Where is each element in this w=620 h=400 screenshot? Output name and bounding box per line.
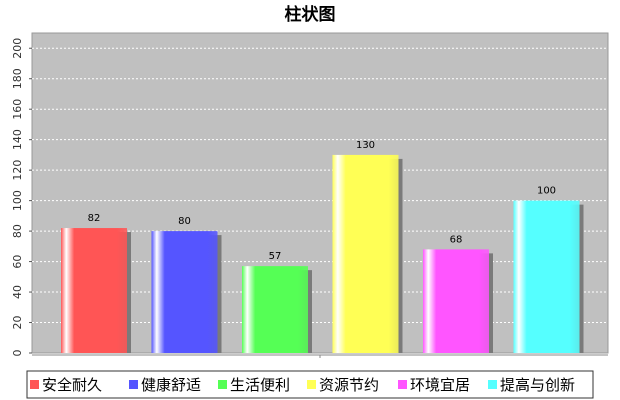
y-tick-label: 200 bbox=[11, 38, 24, 59]
legend-item: 环境宜居 bbox=[410, 376, 470, 394]
bars bbox=[61, 154, 584, 353]
data-label: 57 bbox=[269, 251, 282, 262]
legend-swatch bbox=[218, 380, 227, 389]
data-labels: 82 80 57 130 68 100 bbox=[88, 140, 556, 262]
y-tick-label: 160 bbox=[11, 99, 24, 120]
y-tick-label: 20 bbox=[11, 316, 24, 330]
y-tick-label: 40 bbox=[11, 285, 24, 299]
legend-swatch bbox=[488, 380, 497, 389]
data-label: 68 bbox=[450, 234, 463, 245]
y-tick-label: 0 bbox=[11, 350, 24, 357]
legend-swatch bbox=[129, 380, 138, 389]
bar-资源节约 bbox=[332, 154, 399, 353]
data-label: 82 bbox=[88, 213, 101, 224]
y-tick-label: 140 bbox=[11, 129, 24, 150]
chart-title: 柱状图 bbox=[285, 4, 336, 25]
bar-健康舒适 bbox=[151, 231, 218, 353]
y-tick-label: 80 bbox=[11, 224, 24, 238]
bar-安全耐久 bbox=[61, 228, 127, 353]
legend-swatch bbox=[398, 380, 407, 389]
bar-环境宜居 bbox=[423, 249, 489, 353]
bar-提高与创新 bbox=[513, 200, 580, 353]
legend-swatch bbox=[30, 380, 39, 389]
legend-swatch bbox=[307, 380, 316, 389]
data-label: 80 bbox=[178, 216, 191, 227]
legend-item: 资源节约 bbox=[319, 376, 379, 394]
legend-item: 健康舒适 bbox=[141, 376, 201, 394]
y-tick-label: 100 bbox=[11, 190, 24, 211]
data-label: 100 bbox=[537, 186, 556, 197]
y-tick-label: 120 bbox=[11, 160, 24, 181]
y-tick-label: 60 bbox=[11, 255, 24, 269]
y-tick-label: 180 bbox=[11, 68, 24, 89]
legend-item: 提高与创新 bbox=[500, 376, 575, 394]
legend: 安全耐久 健康舒适 生活便利 资源节约 环境宜居 提高与创新 bbox=[26, 370, 594, 399]
data-label: 130 bbox=[356, 140, 375, 151]
y-axis: 0 20 40 60 80 100 120 140 160 180 200 bbox=[11, 38, 608, 358]
legend-item: 生活便利 bbox=[230, 376, 290, 394]
legend-item: 安全耐久 bbox=[42, 376, 102, 394]
bar-生活便利 bbox=[242, 266, 308, 353]
